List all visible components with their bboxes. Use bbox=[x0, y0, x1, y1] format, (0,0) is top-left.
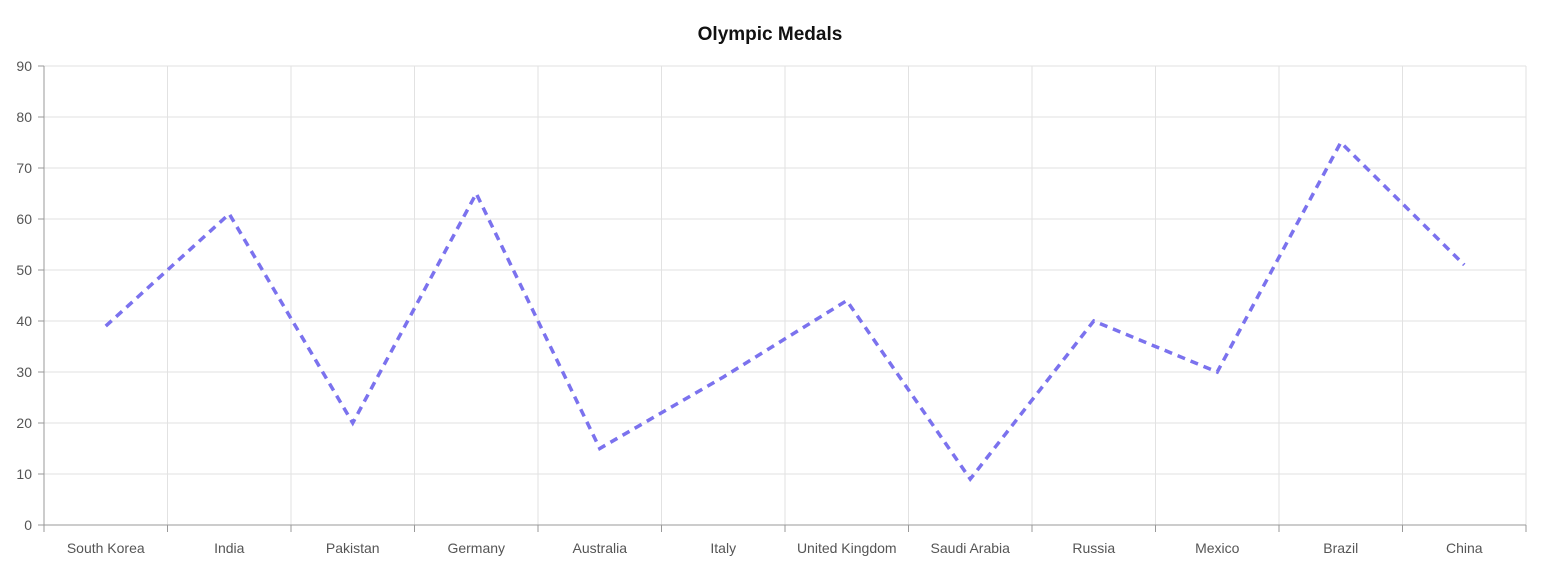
x-tick-label: Brazil bbox=[1323, 540, 1358, 556]
series-line-0 bbox=[104, 139, 1466, 483]
x-tick-label: Italy bbox=[710, 540, 736, 556]
data-point bbox=[721, 375, 725, 379]
y-tick-label: 60 bbox=[16, 211, 32, 227]
data-point bbox=[474, 192, 478, 196]
x-tick-label: China bbox=[1446, 540, 1483, 556]
y-tick-label: 0 bbox=[24, 517, 32, 533]
data-point bbox=[1215, 370, 1219, 374]
y-tick-label: 80 bbox=[16, 109, 32, 125]
chart-title: Olympic Medals bbox=[698, 24, 843, 45]
x-tick-label: South Korea bbox=[67, 540, 145, 556]
data-point bbox=[351, 421, 355, 425]
y-tick-label: 40 bbox=[16, 313, 32, 329]
data-point bbox=[1462, 263, 1466, 267]
x-tick-label: India bbox=[214, 540, 245, 556]
x-tick-label: Russia bbox=[1072, 540, 1115, 556]
x-tick-label: Pakistan bbox=[326, 540, 380, 556]
data-point bbox=[968, 477, 972, 481]
grid-lines bbox=[44, 65, 1527, 525]
y-tick-label: 30 bbox=[16, 364, 32, 380]
y-tick-label: 20 bbox=[16, 415, 32, 431]
y-axis-ticks: 0 10 20 30 40 50 60 70 80 90 bbox=[16, 58, 44, 533]
data-point bbox=[598, 447, 602, 451]
x-tick-label: United Kingdom bbox=[797, 540, 897, 556]
y-tick-label: 90 bbox=[16, 58, 32, 74]
series-group bbox=[104, 139, 1466, 483]
y-tick-label: 50 bbox=[16, 262, 32, 278]
x-tick-label: Germany bbox=[447, 540, 505, 556]
x-axis-ticks: South Korea India Pakistan Germany Australia… bbox=[43, 525, 1527, 556]
data-point bbox=[227, 212, 231, 216]
x-tick-label: Australia bbox=[573, 540, 628, 556]
x-tick-label: Saudi Arabia bbox=[931, 540, 1011, 556]
data-point bbox=[1092, 319, 1096, 323]
data-point bbox=[845, 299, 849, 303]
y-tick-label: 70 bbox=[16, 160, 32, 176]
data-point bbox=[104, 324, 108, 328]
x-tick-label: Mexico bbox=[1195, 540, 1240, 556]
data-point bbox=[1339, 141, 1343, 145]
y-tick-label: 10 bbox=[16, 466, 32, 482]
